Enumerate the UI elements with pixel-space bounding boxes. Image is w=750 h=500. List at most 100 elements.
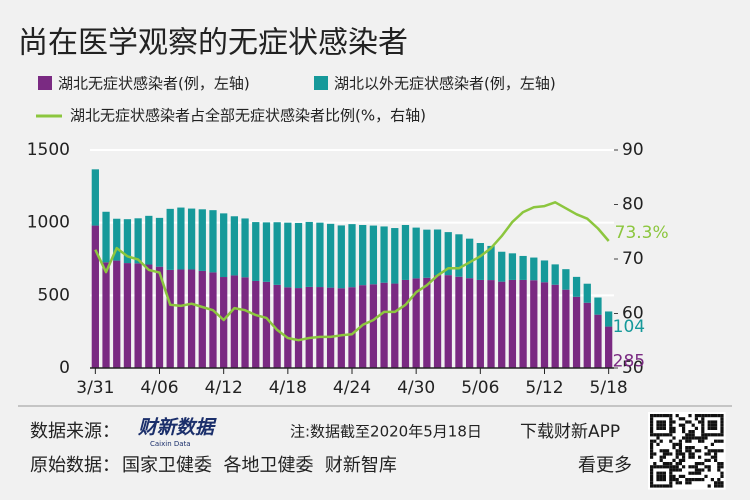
bar — [605, 311, 613, 327]
qr-cell — [714, 458, 718, 462]
qr-cell — [688, 430, 692, 434]
y2-tick-label: 60 — [622, 304, 644, 324]
qr-cell — [650, 455, 654, 459]
qr-cell — [694, 414, 698, 418]
qr-cell — [650, 449, 654, 453]
bar — [177, 269, 185, 368]
qr-cell — [669, 430, 673, 434]
qr-cell — [675, 465, 679, 469]
bar — [209, 272, 217, 368]
qr-cell — [707, 414, 711, 418]
qr-cell — [707, 465, 711, 469]
qr-cell — [669, 433, 673, 437]
qr-cell — [659, 458, 663, 462]
y-tick-label: 1500 — [27, 140, 70, 160]
qr-cell — [672, 430, 676, 434]
bar — [562, 269, 570, 290]
qr-cell — [669, 420, 673, 424]
qr-cell — [669, 462, 673, 466]
qr-cell — [659, 426, 663, 430]
qr-cell — [701, 417, 705, 421]
qr-cell — [682, 452, 686, 456]
qr-cell — [691, 465, 695, 469]
bar — [273, 222, 281, 285]
qr-cell — [662, 478, 666, 482]
x-tick-label: 5/18 — [590, 378, 628, 398]
bar — [530, 280, 538, 368]
qr-cell — [675, 455, 679, 459]
qr-cell — [691, 433, 695, 437]
qr-cell — [650, 417, 654, 421]
bar — [369, 225, 378, 285]
qr-cell — [691, 478, 695, 482]
qr-cell — [672, 468, 676, 472]
qr-cell — [653, 484, 657, 488]
qr-cell — [710, 420, 714, 424]
chart-title: 尚在医学观察的无症状感染者 — [18, 26, 408, 61]
qr-cell — [662, 449, 666, 453]
qr-cell — [720, 471, 724, 475]
qr-code[interactable] — [648, 412, 726, 490]
bar — [498, 251, 506, 282]
qr-cell — [710, 426, 714, 430]
qr-cell — [662, 462, 666, 466]
bar — [423, 277, 431, 368]
qr-cell — [701, 430, 705, 434]
qr-cell — [650, 426, 654, 430]
bar — [519, 279, 527, 368]
qr-cell — [691, 423, 695, 427]
qr-cell — [682, 436, 686, 440]
qr-cell — [720, 481, 724, 485]
bar — [326, 223, 335, 288]
bar — [583, 283, 591, 303]
footer-raw-label: 原始数据： — [30, 455, 120, 476]
bar — [305, 221, 313, 287]
qr-cell — [717, 481, 721, 485]
qr-cell — [656, 433, 660, 437]
bar — [359, 224, 367, 286]
qr-cell — [669, 423, 673, 427]
qr-cell — [662, 455, 666, 459]
qr-cell — [675, 481, 679, 485]
qr-cell — [656, 414, 660, 418]
qr-cell — [685, 436, 689, 440]
qr-cell — [650, 468, 654, 472]
qr-cell — [707, 426, 711, 430]
qr-cell — [720, 426, 724, 430]
qr-cell — [662, 426, 666, 430]
qr-cell — [650, 481, 654, 485]
qr-cell — [710, 433, 714, 437]
qr-cell — [659, 414, 663, 418]
qr-cell — [678, 474, 682, 478]
value-label: 285 — [613, 351, 645, 371]
qr-cell — [714, 452, 718, 456]
qr-cell — [688, 439, 692, 443]
bar — [433, 275, 442, 368]
bar — [337, 225, 345, 289]
qr-cell — [650, 484, 654, 488]
bar — [348, 287, 356, 368]
footer-source-label: 数据来源： — [30, 421, 120, 442]
bar — [465, 278, 474, 368]
bar — [401, 279, 410, 368]
qr-cell — [659, 471, 663, 475]
bar — [380, 226, 388, 283]
bar — [401, 224, 410, 280]
qr-cell — [694, 471, 698, 475]
bar — [102, 211, 110, 263]
bar — [487, 280, 495, 368]
qr-cell — [710, 455, 714, 459]
bar — [134, 263, 142, 368]
qr-cell — [714, 449, 718, 453]
bar — [155, 266, 164, 368]
qr-cell — [704, 465, 708, 469]
qr-cell — [678, 481, 682, 485]
qr-cell — [656, 471, 660, 475]
qr-cell — [704, 458, 708, 462]
bar — [455, 276, 463, 368]
qr-cell — [678, 462, 682, 466]
qr-cell — [678, 468, 682, 472]
qr-cell — [698, 468, 702, 472]
qr-cell — [685, 478, 689, 482]
